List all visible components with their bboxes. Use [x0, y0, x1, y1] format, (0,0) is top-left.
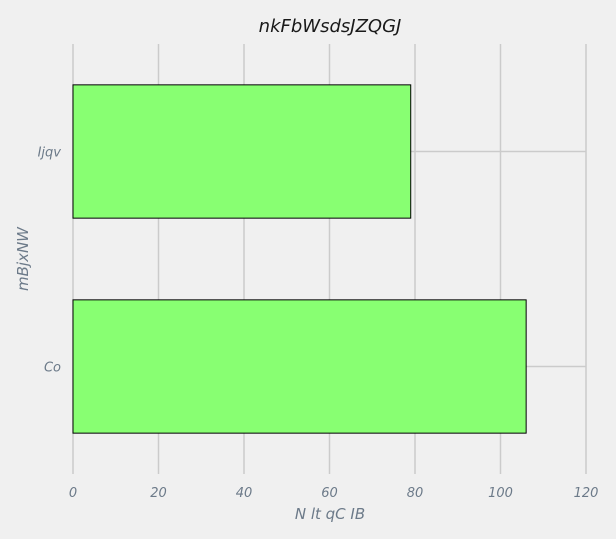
y-tick-label-1: Ijqv: [38, 146, 62, 161]
bar-1: [72, 84, 412, 219]
bar-0: [72, 299, 527, 434]
bars: [72, 84, 527, 434]
x-tick-labels: 0 20 40 60 80 100 120: [69, 486, 599, 501]
x-tick-label-2: 40: [236, 486, 253, 501]
y-tick-labels: Co Ijqv: [38, 146, 62, 376]
y-tick-label-0: Co: [44, 361, 61, 376]
x-tick-label-3: 60: [321, 486, 338, 501]
x-tick-label-5: 100: [488, 486, 513, 501]
chart-title: nkFbWsdsJZQGJ: [259, 16, 402, 37]
x-tick-label-4: 80: [407, 486, 424, 501]
x-axis-label: N lt qC IB: [295, 505, 365, 523]
y-axis-label: mBjxNW: [14, 226, 32, 291]
x-tick-label-0: 0: [69, 486, 77, 501]
x-tick-label-6: 120: [574, 486, 599, 501]
x-tick-label-1: 20: [150, 486, 167, 501]
